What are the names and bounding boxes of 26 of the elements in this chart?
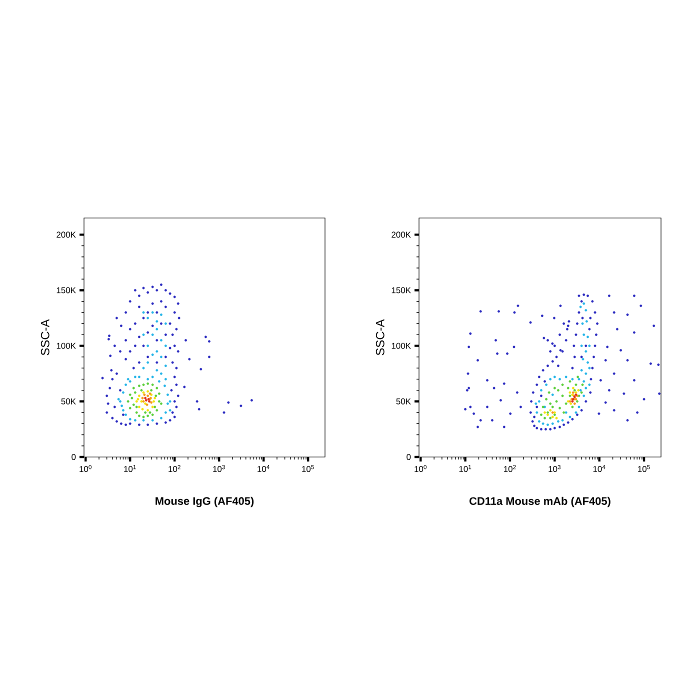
x-axis-title: Mouse IgG (AF405) (156, 496, 254, 508)
x-tick-label: 10$^{5}$ (638, 465, 650, 472)
y-axis-title: SSC-A (40, 319, 50, 356)
x-tick-label: 10$^{3}$ (548, 465, 561, 472)
x-tick-label: 10$^{1}$ (459, 465, 472, 472)
x-tick-label: 10$^{2}$ (504, 465, 516, 472)
x-tick-label: 10$^{3}$ (213, 465, 225, 472)
x-tick-label: 10$^{4}$ (593, 465, 606, 472)
x-tick-label: 10$^{5}$ (302, 465, 314, 472)
y-tick-label: 100K (392, 342, 411, 349)
y-tick-label: 0 (72, 454, 76, 460)
y-tick-label: 0 (406, 454, 411, 460)
y-tick-label: 200K (56, 232, 76, 238)
y-tick-label: 150K (56, 287, 76, 294)
x-axis-title: CD11a Mouse mAb (AF405) (470, 496, 610, 508)
y-tick-label: 50K (396, 398, 411, 404)
y-tick-label: 150K (392, 287, 411, 294)
x-tick-label: 10$^{4}$ (258, 465, 270, 472)
y-tick-label: 100K (56, 342, 76, 349)
x-tick-label: 10$^{0}$ (80, 465, 92, 472)
y-axis-title: SSC-A (376, 319, 384, 356)
x-tick-label: 10$^{1}$ (124, 465, 136, 472)
y-tick-label: 200K (392, 232, 411, 238)
x-tick-label: 10$^{0}$ (414, 465, 427, 472)
x-tick-label: 10$^{2}$ (168, 465, 180, 472)
y-tick-label: 50K (61, 398, 76, 404)
